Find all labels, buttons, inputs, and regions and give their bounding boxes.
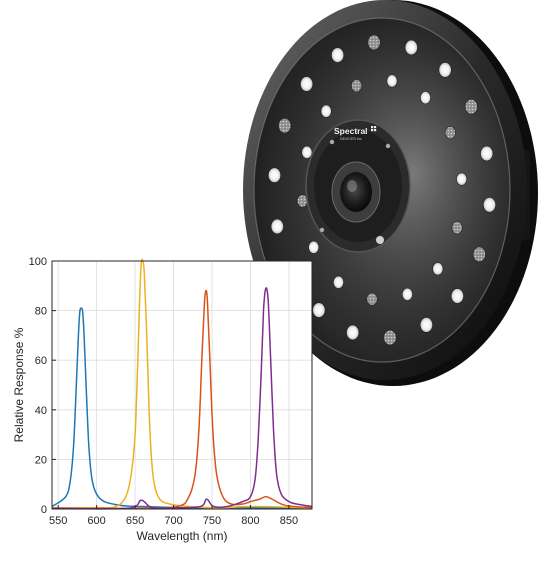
- y-tick-label: 100: [29, 256, 47, 268]
- plot-frame: [51, 260, 313, 510]
- sensor-vent: [278, 117, 292, 134]
- sensor-vent: [464, 98, 478, 115]
- led-light: [270, 218, 284, 235]
- sensor-vent: [451, 221, 463, 235]
- x-tick-label: 700: [164, 515, 182, 527]
- led-light: [331, 47, 345, 63]
- led-light: [332, 275, 344, 289]
- led-light: [480, 145, 494, 162]
- sensor-vent: [351, 79, 363, 93]
- led-array: [267, 34, 496, 346]
- sensor-vent: [444, 126, 456, 140]
- spectral-logo: Spectral DEVICES inc.: [334, 126, 377, 141]
- x-tick-label: 600: [87, 515, 105, 527]
- y-tick-label: 0: [41, 504, 47, 516]
- y-axis-ticks: 0 20 40 60 80 100: [29, 256, 56, 516]
- y-tick-label: 40: [35, 405, 47, 417]
- x-tick-label: 750: [203, 515, 221, 527]
- led-light: [308, 240, 320, 254]
- led-light: [404, 39, 418, 56]
- y-tick-label: 20: [35, 454, 47, 466]
- x-axis-label: Wavelength (nm): [137, 529, 228, 543]
- led-light: [386, 74, 398, 88]
- led-light: [346, 324, 360, 341]
- sensor-vent: [367, 34, 381, 51]
- led-light: [432, 262, 444, 276]
- led-light: [401, 287, 413, 301]
- series-line-4: [51, 287, 313, 510]
- led-light: [320, 104, 332, 118]
- x-tick-label: 800: [241, 515, 259, 527]
- series-line-3: [51, 289, 313, 510]
- x-tick-label: 850: [280, 515, 298, 527]
- led-light: [482, 197, 496, 213]
- led-light: [300, 76, 314, 92]
- led-light: [419, 91, 431, 105]
- series-layer: [51, 258, 313, 510]
- led-light: [438, 62, 452, 78]
- led-light: [419, 317, 433, 333]
- sensor-vent: [366, 292, 378, 306]
- lens-hub: [305, 119, 411, 253]
- y-tick-label: 60: [35, 355, 47, 367]
- led-light: [267, 167, 281, 183]
- y-axis-label: Relative Response %: [12, 327, 26, 442]
- sensor-vent: [472, 246, 486, 263]
- led-light: [456, 172, 468, 186]
- svg-text:Spectral: Spectral: [334, 126, 368, 136]
- svg-text:DEVICES inc.: DEVICES inc.: [340, 137, 362, 141]
- led-light: [450, 288, 464, 304]
- x-axis-ticks: 550 600 650 700 750 800 850: [49, 505, 298, 527]
- led-light: [301, 145, 313, 159]
- sensor-vent: [383, 329, 397, 346]
- x-tick-label: 550: [49, 515, 67, 527]
- y-tick-label: 80: [35, 306, 47, 318]
- led-light: [312, 302, 326, 318]
- x-tick-label: 650: [126, 515, 144, 527]
